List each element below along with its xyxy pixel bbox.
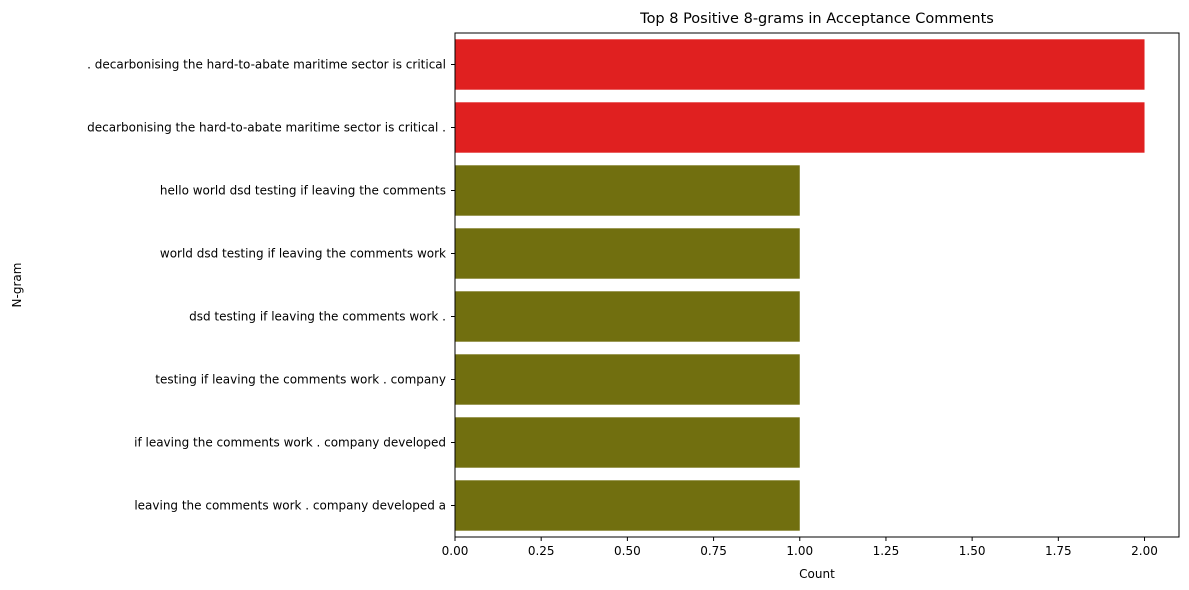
x-tick-label: 0.00: [442, 544, 469, 558]
y-tick-label: dsd testing if leaving the comments work…: [189, 310, 446, 324]
bar-6: [455, 354, 800, 405]
bar-7: [455, 417, 800, 468]
x-tick-label: 0.25: [528, 544, 555, 558]
bar-3: [455, 165, 800, 216]
x-tick-label: 1.25: [873, 544, 900, 558]
y-tick-label: leaving the comments work . company deve…: [134, 499, 446, 513]
plot-frame: [454, 32, 1180, 538]
bar-8: [455, 480, 800, 531]
bar-1: [455, 39, 1145, 90]
y-tick-label: decarbonising the hard-to-abate maritime…: [87, 121, 446, 135]
x-tick-label: 1.50: [959, 544, 986, 558]
x-tick-label: 1.00: [786, 544, 813, 558]
plot-border: [454, 32, 1180, 538]
y-tick-label: hello world dsd testing if leaving the c…: [160, 184, 446, 198]
x-tick-label: 2.00: [1131, 544, 1158, 558]
bar-5: [455, 291, 800, 342]
y-tick-label: . decarbonising the hard-to-abate mariti…: [87, 58, 446, 72]
x-tick-label: 1.75: [1045, 544, 1072, 558]
x-tick-label: 0.50: [614, 544, 641, 558]
bar-4: [455, 228, 800, 279]
bars-layer: [455, 39, 1145, 531]
y-tick-label: world dsd testing if leaving the comment…: [160, 247, 446, 261]
ticks-layer: . decarbonising the hard-to-abate mariti…: [87, 58, 1158, 559]
y-axis-title: N-gram: [10, 263, 24, 308]
x-tick-label: 0.75: [700, 544, 727, 558]
x-axis-title: Count: [799, 567, 835, 581]
chart-title: Top 8 Positive 8-grams in Acceptance Com…: [639, 11, 994, 27]
bar-2: [455, 102, 1145, 153]
y-tick-label: testing if leaving the comments work . c…: [155, 373, 446, 387]
y-tick-label: if leaving the comments work . company d…: [134, 436, 446, 450]
